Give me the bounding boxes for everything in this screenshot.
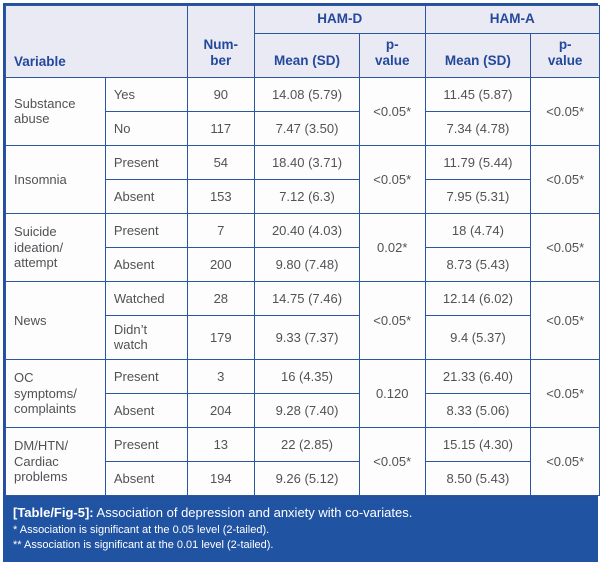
footnote-1: * Association is significant at the 0.05… [13, 523, 270, 536]
variable-cell: DM/HTN/ Cardiac problems [5, 426, 106, 496]
hama-mean-cell: 21.33 (6.40) [424, 358, 532, 394]
variable-cell: Substance abuse [5, 76, 106, 146]
hamd-mean-cell: 16 (4.35) [254, 358, 360, 394]
header-row-scales: Variable Num- ber HAM-D HAM-A [5, 5, 600, 78]
caption-title: [Table/Fig-5]: Association of depression… [13, 505, 588, 520]
category-cell: Present [104, 212, 188, 248]
hamd-mean-cell: 9.26 (5.12) [254, 460, 360, 496]
header-ham-d: HAM-D [254, 5, 426, 34]
category-cell: Yes [104, 76, 188, 112]
number-cell: 204 [186, 392, 256, 428]
header-hama-p-value: p- value [530, 33, 600, 78]
hamd-pvalue-cell: 0.120 [358, 358, 426, 428]
hamd-pvalue-cell: <0.05* [358, 280, 426, 360]
table-row: Substance abuse Yes 90 14.08 (5.79) <0.0… [5, 76, 600, 146]
header-hama-mean-sd: Mean (SD) [424, 33, 532, 78]
number-cell: 13 [186, 426, 256, 462]
hama-mean-cell: 11.45 (5.87) [424, 76, 532, 112]
table-row: Didn’t watch 179 9.33 (7.37) 9.4 (5.37) [6, 314, 600, 360]
variable-cell: Insomnia [5, 144, 106, 214]
hama-mean-cell: 18 (4.74) [424, 212, 532, 248]
table-row: Absent 200 9.80 (7.48) 8.73 (5.43) [6, 246, 600, 282]
hamd-mean-cell: 22 (2.85) [254, 426, 360, 462]
hama-pvalue-cell: <0.05* [530, 144, 600, 214]
hamd-mean-cell: 9.33 (7.37) [254, 314, 360, 360]
hama-mean-cell: 15.15 (4.30) [424, 426, 532, 462]
footnote-2: ** Association is significant at the 0.0… [13, 538, 274, 551]
hama-mean-cell: 9.4 (5.37) [424, 314, 532, 360]
hama-pvalue-cell: <0.05* [530, 280, 600, 360]
number-cell: 54 [186, 144, 256, 180]
category-cell: No [104, 110, 188, 146]
variable-cell: News [5, 280, 106, 360]
header-variable: Variable [5, 5, 188, 78]
header-hamd-p-value: p- value [358, 33, 426, 78]
category-cell: Didn’t watch [104, 314, 188, 360]
category-cell: Absent [104, 392, 188, 428]
table-header: Variable Num- ber HAM-D HAM-A Mean (SD) … [5, 5, 600, 78]
category-cell: Present [104, 144, 188, 180]
table-row: News Watched 28 14.75 (7.46) <0.05* 12.1… [5, 280, 600, 360]
hama-mean-cell: 7.34 (4.78) [424, 110, 532, 146]
header-ham-a: HAM-A [424, 5, 600, 34]
category-cell: Absent [104, 178, 188, 214]
category-cell: Absent [104, 246, 188, 282]
hama-pvalue-cell: <0.05* [530, 212, 600, 282]
variable-cell: Suicide ideation/ attempt [5, 212, 106, 282]
hama-pvalue-cell: <0.05* [530, 426, 600, 496]
hamd-mean-cell: 7.47 (3.50) [254, 110, 360, 146]
table-outer-border: Variable Num- ber HAM-D HAM-A Mean (SD) … [3, 3, 600, 498]
table-row: Absent 153 7.12 (6.3) 7.95 (5.31) [6, 178, 600, 214]
caption-text: Association of depression and anxiety wi… [93, 504, 413, 520]
caption-label: [Table/Fig-5]: [13, 504, 94, 520]
variable-cell: OC symptoms/ complaints [5, 358, 106, 428]
association-table: Variable Num- ber HAM-D HAM-A Mean (SD) … [5, 5, 600, 496]
header-hamd-mean-sd: Mean (SD) [254, 33, 360, 78]
table-row: OC symptoms/ complaints Present 3 16 (4.… [5, 358, 600, 428]
hamd-mean-cell: 14.75 (7.46) [254, 280, 360, 316]
hama-mean-cell: 7.95 (5.31) [424, 178, 532, 214]
number-cell: 7 [186, 212, 256, 248]
category-cell: Present [104, 426, 188, 462]
table-row: Insomnia Present 54 18.40 (3.71) <0.05* … [5, 144, 600, 214]
number-cell: 179 [186, 314, 256, 360]
number-cell: 153 [186, 178, 256, 214]
hama-pvalue-cell: <0.05* [530, 76, 600, 146]
header-row-measures: Mean (SD) p- value Mean (SD) p- value [6, 33, 600, 78]
category-cell: Absent [104, 460, 188, 496]
table-row: Absent 204 9.28 (7.40) 8.33 (5.06) [6, 392, 600, 428]
number-cell: 200 [186, 246, 256, 282]
table-row: Absent 194 9.26 (5.12) 8.50 (5.43) [6, 460, 600, 496]
table-row: No 117 7.47 (3.50) 7.34 (4.78) [6, 110, 600, 146]
hama-mean-cell: 12.14 (6.02) [424, 280, 532, 316]
hamd-mean-cell: 20.40 (4.03) [254, 212, 360, 248]
hamd-pvalue-cell: <0.05* [358, 76, 426, 146]
hama-mean-cell: 8.73 (5.43) [424, 246, 532, 282]
hamd-mean-cell: 7.12 (6.3) [254, 178, 360, 214]
hamd-mean-cell: 14.08 (5.79) [254, 76, 360, 112]
number-cell: 117 [186, 110, 256, 146]
header-number: Num- ber [186, 5, 256, 78]
hamd-mean-cell: 9.80 (7.48) [254, 246, 360, 282]
number-cell: 194 [186, 460, 256, 496]
number-cell: 90 [186, 76, 256, 112]
category-cell: Watched [104, 280, 188, 316]
category-cell: Present [104, 358, 188, 394]
hama-mean-cell: 11.79 (5.44) [424, 144, 532, 180]
hama-pvalue-cell: <0.05* [530, 358, 600, 428]
hama-mean-cell: 8.33 (5.06) [424, 392, 532, 428]
hamd-pvalue-cell: <0.05* [358, 144, 426, 214]
hama-mean-cell: 8.50 (5.43) [424, 460, 532, 496]
number-cell: 28 [186, 280, 256, 316]
hamd-pvalue-cell: 0.02* [358, 212, 426, 282]
table-body: Substance abuse Yes 90 14.08 (5.79) <0.0… [5, 76, 600, 496]
table-row: DM/HTN/ Cardiac problems Present 13 22 (… [5, 426, 600, 496]
hamd-mean-cell: 9.28 (7.40) [254, 392, 360, 428]
table-row: Suicide ideation/ attempt Present 7 20.4… [5, 212, 600, 282]
number-cell: 3 [186, 358, 256, 394]
hamd-mean-cell: 18.40 (3.71) [254, 144, 360, 180]
table-caption: [Table/Fig-5]: Association of depression… [3, 497, 598, 562]
hamd-pvalue-cell: <0.05* [358, 426, 426, 496]
